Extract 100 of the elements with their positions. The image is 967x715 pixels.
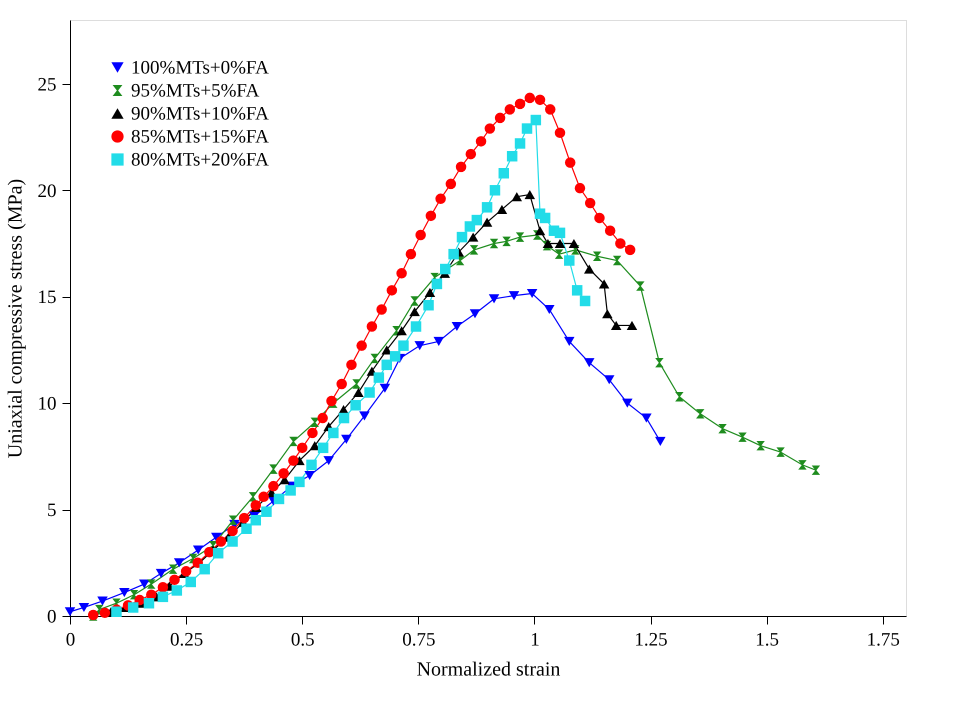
point — [584, 358, 594, 368]
point — [352, 379, 361, 389]
x-tick-label: 0.75 — [402, 630, 436, 650]
y-tick-label: 10 — [38, 394, 56, 415]
point — [396, 268, 407, 279]
point — [139, 580, 150, 589]
point — [470, 245, 478, 255]
legend-label: 90%MTs+10%FA — [131, 104, 270, 124]
point — [268, 480, 279, 492]
point — [592, 252, 602, 261]
point — [534, 226, 546, 236]
legend-label: 80%MTs+20%FA — [131, 150, 270, 170]
point — [524, 190, 536, 200]
point — [410, 321, 422, 332]
point — [655, 358, 664, 368]
point — [415, 230, 426, 240]
x-tick-label: 0 — [66, 630, 76, 650]
point — [128, 602, 138, 613]
point — [604, 375, 614, 384]
point — [350, 400, 361, 411]
point — [488, 294, 500, 304]
point — [294, 476, 305, 488]
point — [452, 322, 462, 332]
point — [199, 564, 210, 574]
point — [285, 485, 296, 496]
point — [490, 185, 500, 196]
point — [328, 428, 339, 438]
point — [554, 249, 564, 259]
x-axis-title: Normalized strain — [416, 658, 560, 680]
point — [514, 138, 526, 149]
point — [594, 212, 605, 224]
point — [353, 388, 364, 398]
x-tick-label: 0.5 — [290, 630, 315, 650]
point — [278, 468, 289, 479]
point — [580, 296, 590, 306]
point — [409, 307, 420, 316]
point — [615, 238, 626, 249]
point — [530, 114, 542, 126]
y-tick-label: 5 — [47, 500, 56, 522]
point — [289, 436, 298, 446]
point — [490, 238, 498, 248]
point — [482, 218, 492, 227]
point — [554, 128, 566, 138]
x-tick-label: 1.25 — [634, 630, 668, 650]
point — [111, 606, 122, 617]
legend-label: 100%MTs+0%FA — [131, 58, 270, 78]
point — [307, 428, 318, 438]
point — [374, 372, 384, 383]
y-axis-title: Uniaxial compressive stress (MPa) — [4, 178, 26, 458]
point — [624, 244, 636, 256]
point — [476, 136, 486, 147]
point — [216, 536, 226, 547]
point — [434, 336, 444, 346]
point — [336, 378, 347, 390]
point — [169, 574, 180, 586]
point — [64, 607, 76, 616]
point — [304, 470, 315, 480]
point — [574, 182, 586, 194]
point — [612, 256, 622, 266]
point — [274, 494, 284, 504]
point — [756, 440, 765, 450]
point — [498, 168, 510, 178]
point — [382, 360, 392, 370]
point — [440, 264, 451, 274]
point — [310, 418, 319, 428]
legend-label: 85%MTs+15%FA — [131, 126, 270, 148]
point — [564, 336, 575, 346]
point — [382, 345, 392, 354]
y-tick-label: 25 — [38, 74, 56, 96]
point — [776, 447, 785, 457]
x-tick-label: 1 — [530, 630, 540, 650]
point — [174, 558, 184, 568]
point — [554, 228, 566, 238]
point — [540, 212, 550, 224]
point — [406, 248, 416, 260]
point — [172, 585, 182, 596]
point — [192, 545, 204, 555]
point — [584, 264, 594, 274]
point — [318, 442, 328, 454]
point — [526, 288, 538, 298]
point — [424, 288, 436, 297]
point — [468, 232, 478, 242]
point — [258, 492, 269, 502]
point — [341, 434, 352, 444]
point — [508, 291, 520, 300]
point — [494, 112, 506, 124]
point — [522, 123, 532, 134]
point — [398, 340, 409, 351]
point — [602, 309, 613, 318]
point — [564, 157, 576, 168]
point — [641, 414, 652, 423]
point — [432, 278, 442, 290]
point — [446, 178, 456, 190]
point — [456, 162, 466, 172]
point — [78, 602, 90, 612]
x-tick-label: 1.5 — [755, 630, 780, 650]
point — [97, 596, 108, 606]
point — [496, 204, 508, 214]
point — [366, 321, 378, 332]
point — [482, 202, 492, 213]
